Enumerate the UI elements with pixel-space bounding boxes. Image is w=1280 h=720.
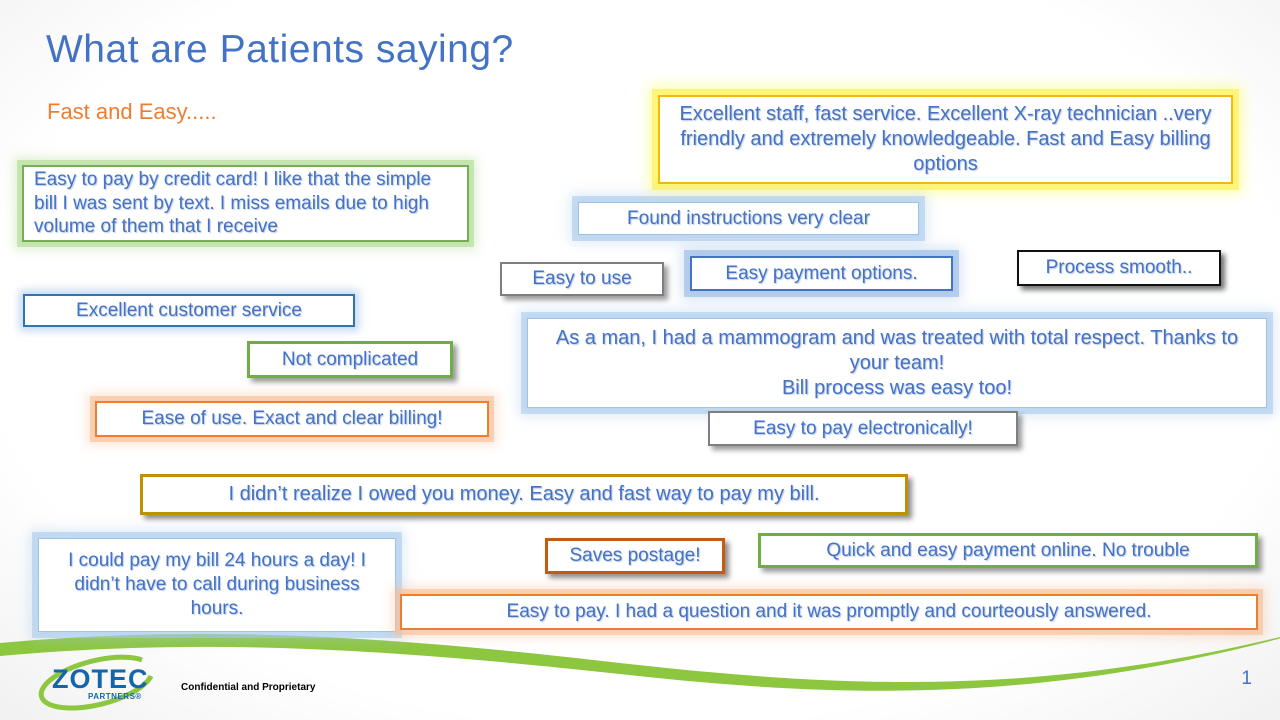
quote-box-credit-card: Easy to pay by credit card! I like that … — [22, 165, 469, 242]
quote-box-owed-money: I didn’t realize I owed you money. Easy … — [140, 474, 908, 515]
zotec-logo-text: ZOTEC — [52, 664, 149, 694]
quote-box-easy-to-use: Easy to use — [500, 262, 664, 296]
quote-box-payment-options: Easy payment options. — [690, 256, 953, 291]
quote-box-instructions: Found instructions very clear — [578, 202, 919, 235]
quote-box-not-complicated: Not complicated — [247, 341, 453, 378]
page-title: What are Patients saying? — [46, 28, 514, 71]
page-subtitle: Fast and Easy..... — [47, 99, 217, 124]
quote-box-mammogram: As a man, I had a mammogram and was trea… — [527, 318, 1267, 408]
page-number: 1 — [1241, 668, 1252, 689]
quote-box-question-answered: Easy to pay. I had a question and it was… — [400, 594, 1258, 630]
quote-box-ease-of-use: Ease of use. Exact and clear billing! — [95, 401, 489, 437]
confidential-note: Confidential and Proprietary — [181, 682, 316, 693]
green-swoosh-decoration — [0, 633, 1280, 691]
quote-box-electronically: Easy to pay electronically! — [708, 411, 1018, 446]
quote-box-saves-postage: Saves postage! — [545, 538, 725, 574]
quote-box-xray-staff: Excellent staff, fast service. Excellent… — [658, 95, 1233, 184]
quote-box-24-hours: I could pay my bill 24 hours a day! I di… — [38, 538, 396, 632]
quote-box-customer-service: Excellent customer service — [23, 294, 355, 327]
zotec-logo-subtext: PARTNERS® — [88, 692, 142, 701]
zotec-logo: ZOTEC PARTNERS® — [30, 650, 160, 712]
quote-box-process-smooth: Process smooth.. — [1017, 250, 1221, 286]
quote-box-quick-easy: Quick and easy payment online. No troubl… — [758, 533, 1258, 568]
